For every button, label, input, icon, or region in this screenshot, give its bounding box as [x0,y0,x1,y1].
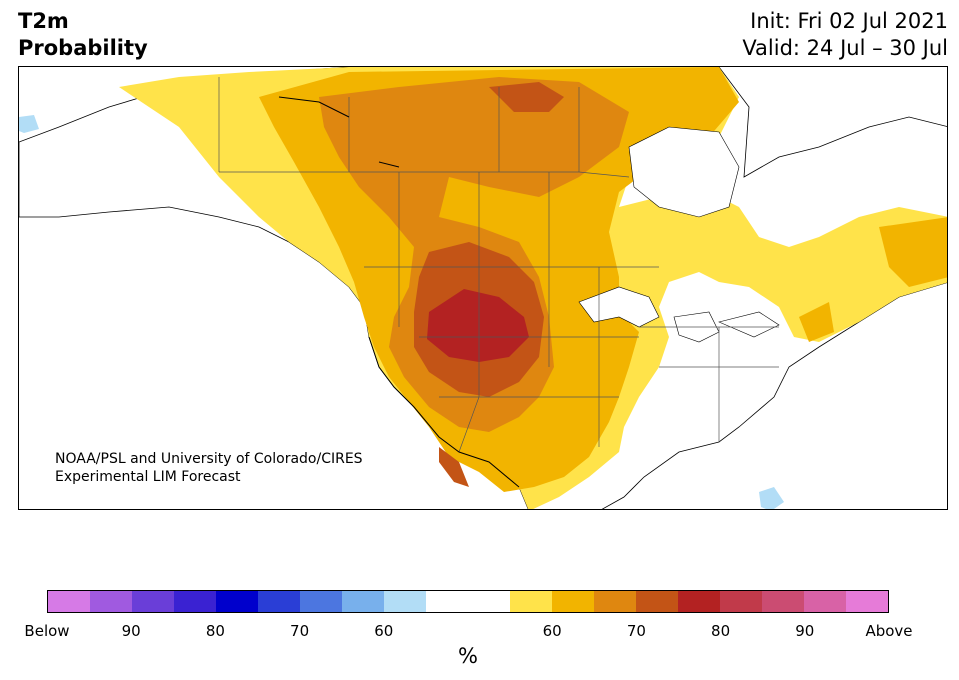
colorbar-segment [174,591,217,612]
colorbar-tick-label: 80 [205,622,225,640]
colorbar-tick-label: 70 [626,622,646,640]
title-line-2: Probability [18,36,148,60]
colorbar-segment [426,591,469,612]
map-panel [18,66,948,510]
colorbar-unit: % [458,644,478,668]
colorbar-segment [594,591,637,612]
political-borders [218,77,779,453]
colorbar-tick-label: Below [24,622,70,640]
colorbar-tick-label: Above [865,622,913,640]
init-date: Init: Fri 02 Jul 2021 [750,9,948,33]
colorbar-segment [552,591,595,612]
credit-line-2: Experimental LIM Forecast [55,469,241,485]
forecast-dates: Init: Fri 02 Jul 2021 Valid: 24 Jul – 30… [742,8,948,62]
cold-patch-alaska [19,115,39,133]
colorbar-segment [132,591,175,612]
title-line-1: T2m [18,9,69,33]
colorbar-segment [300,591,343,612]
data-credit: NOAA/PSL and University of Colorado/CIRE… [55,450,363,486]
colorbar [47,590,889,613]
colorbar-segment [258,591,301,612]
cold-patch-caribbean [759,487,784,509]
great-lakes [578,286,780,343]
colorbar-segment [846,591,889,612]
coastline [278,96,520,488]
colorbar-tick-label: 60 [374,622,394,640]
colorbar-segment [678,591,721,612]
colorbar-tick-label: 80 [711,622,731,640]
colorbar-tick-label: 70 [290,622,310,640]
colorbar-segment [216,591,259,612]
colorbar-tick-label: 90 [121,622,141,640]
colorbar-tick-label: 90 [795,622,815,640]
colorbar-segment [510,591,553,612]
valid-dates: Valid: 24 Jul – 30 Jul [742,36,948,60]
prob-zone-60-east [799,217,947,342]
colorbar-segment [48,591,91,612]
prob-zone-70 [414,82,564,487]
credit-line-1: NOAA/PSL and University of Colorado/CIRE… [55,451,363,467]
colorbar-segment [468,591,511,612]
colorbar-segment [636,591,679,612]
map-title: T2m Probability [18,8,148,62]
colorbar-tick-label: 60 [542,622,562,640]
colorbar-segment [720,591,763,612]
colorbar-segment [804,591,847,612]
colorbar-segment [762,591,805,612]
colorbar-segment [90,591,133,612]
hudson-bay [628,126,740,218]
prob-zone-75 [427,289,529,362]
north-america-map [19,67,947,509]
colorbar-segment [342,591,385,612]
colorbar-segment [384,591,427,612]
